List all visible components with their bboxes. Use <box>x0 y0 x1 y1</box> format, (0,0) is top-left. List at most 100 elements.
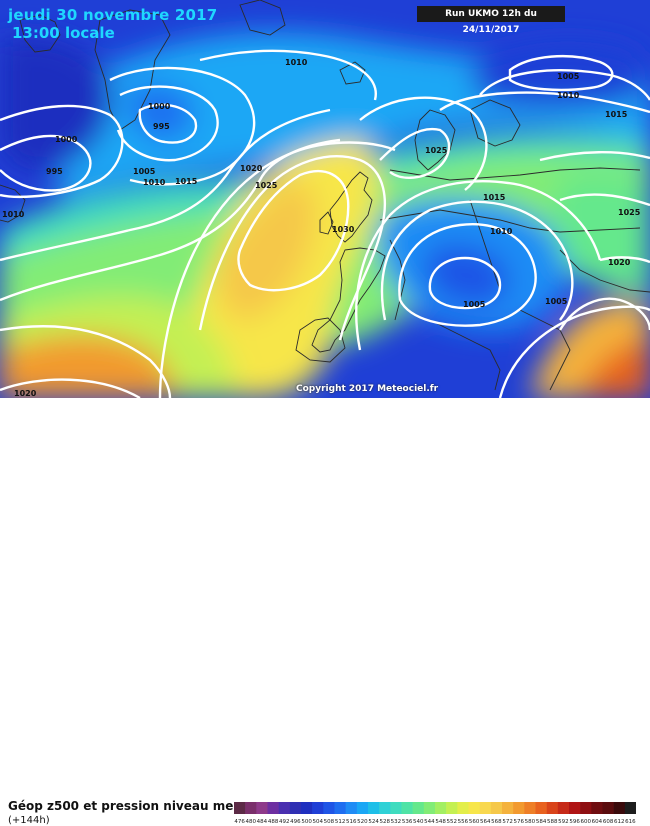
scale-tick-label: 492 <box>279 819 290 825</box>
isobar-label: 1025 <box>255 181 278 190</box>
scale-swatch <box>457 802 469 814</box>
isobar-label: 1020 <box>14 389 37 398</box>
legend-title: Géop z500 et pression niveau mer <box>8 799 240 813</box>
scale-swatch <box>479 802 492 814</box>
scale-tick-label: 588 <box>547 819 558 825</box>
scale-swatch <box>323 802 335 814</box>
scale-tick-label: 608 <box>603 819 614 825</box>
isobar-label: 1010 <box>143 178 166 187</box>
scale-swatch <box>401 802 413 814</box>
scale-swatch <box>468 802 480 814</box>
isobar-label: 1010 <box>490 227 513 236</box>
isobar-label: 1025 <box>425 146 448 155</box>
weather-map: jeudi 30 novembre 2017 13:00 locale Run … <box>0 0 650 398</box>
scale-tick-label: 568 <box>491 819 502 825</box>
scale-tick-label: 512 <box>335 819 346 825</box>
isobar-label: 995 <box>46 167 63 176</box>
scale-swatch <box>278 802 291 814</box>
isobar-label: 1015 <box>605 110 628 119</box>
scale-tick-label: 528 <box>380 819 391 825</box>
scale-tick-label: 560 <box>469 819 480 825</box>
scale-swatch <box>334 802 346 814</box>
scale-tick-label: 596 <box>569 819 580 825</box>
scale-tick-label: 484 <box>257 819 268 825</box>
scale-tick-label: 616 <box>625 819 636 825</box>
isobar-label: 995 <box>153 122 170 131</box>
isobar-label: 1010 <box>2 210 25 219</box>
scale-swatch <box>446 802 458 814</box>
scale-swatch <box>524 802 536 814</box>
legend-lead-time: (+144h) <box>8 815 50 826</box>
scale-swatch <box>580 802 592 814</box>
scale-tick-label: 476 <box>234 819 245 825</box>
scale-swatch <box>591 802 603 814</box>
scale-swatch <box>379 802 391 814</box>
coastlines <box>0 0 650 391</box>
scale-swatch <box>390 802 402 814</box>
scale-tick-label: 584 <box>536 819 547 825</box>
scale-tick-label: 544 <box>424 819 435 825</box>
scale-tick-label: 540 <box>413 819 424 825</box>
scale-swatch <box>490 802 503 814</box>
scale-swatch <box>312 802 324 814</box>
forecast-local-time: 13:00 locale <box>12 24 115 42</box>
scale-swatch <box>267 802 279 814</box>
isobar-label: 1000 <box>55 135 78 144</box>
scale-swatch <box>535 802 547 814</box>
scale-swatch <box>245 802 257 814</box>
isobar-label: 1005 <box>463 300 486 309</box>
isobar-label: 1015 <box>175 177 198 186</box>
scale-tick-label: 600 <box>581 819 592 825</box>
color-scale: 476 480 484 488 492 496 500 504 508 512 516 520 524 5… <box>234 802 636 825</box>
scale-tick-label: 504 <box>313 819 324 825</box>
scale-swatch <box>368 802 380 814</box>
scale-tick-label: 480 <box>246 819 257 825</box>
scale-swatch <box>234 802 246 814</box>
scale-tick-label: 556 <box>458 819 469 825</box>
scale-swatch <box>412 802 425 814</box>
scale-swatch <box>289 802 302 814</box>
isobar-label: 1025 <box>618 208 641 217</box>
scale-swatch <box>345 802 358 814</box>
scale-tick-label: 572 <box>502 819 512 825</box>
scale-tick-label: 524 <box>368 819 379 825</box>
isobar-label: 1020 <box>608 258 631 267</box>
scale-swatch <box>356 802 369 814</box>
scale-tick-label: 612 <box>614 819 625 825</box>
isobar-label: 1020 <box>240 164 263 173</box>
scale-swatch <box>613 802 626 814</box>
forecast-date: jeudi 30 novembre 2017 <box>8 6 218 24</box>
isobar-label: 1000 <box>148 102 171 111</box>
isobar-label: 1030 <box>332 225 355 234</box>
isobar-label: 1010 <box>557 91 580 100</box>
scale-tick-label: 576 <box>514 819 525 825</box>
scale-swatch <box>256 802 268 814</box>
scale-tick-label: 592 <box>558 819 569 825</box>
isobar-label: 1010 <box>285 58 308 67</box>
scale-swatch <box>624 802 636 814</box>
isobar-label: 1015 <box>483 193 506 202</box>
scale-swatch <box>502 802 514 814</box>
scale-tick-label: 516 <box>346 819 357 825</box>
scale-tick-label: 488 <box>268 819 279 825</box>
scale-swatch <box>423 802 436 814</box>
scale-swatch <box>301 802 313 814</box>
scale-swatch <box>602 802 614 814</box>
geopotential-field <box>0 0 650 398</box>
scale-tick-label: 532 <box>391 819 402 825</box>
scale-swatch <box>569 802 581 814</box>
scale-swatch <box>557 802 570 814</box>
scale-tick-label: 580 <box>525 819 536 825</box>
scale-swatch <box>435 802 447 814</box>
isobar-label: 1005 <box>557 72 580 81</box>
scale-tick-label: 496 <box>290 819 301 825</box>
scale-swatch <box>513 802 525 814</box>
scale-tick-label: 564 <box>480 819 491 825</box>
isobars <box>0 49 650 398</box>
scale-tick-label: 536 <box>402 819 413 825</box>
scale-tick-label: 552 <box>447 819 458 825</box>
isobar-label: 1005 <box>133 167 156 176</box>
scale-swatch <box>546 802 559 814</box>
scale-tick-label: 500 <box>301 819 312 825</box>
scale-tick-label: 508 <box>324 819 335 825</box>
